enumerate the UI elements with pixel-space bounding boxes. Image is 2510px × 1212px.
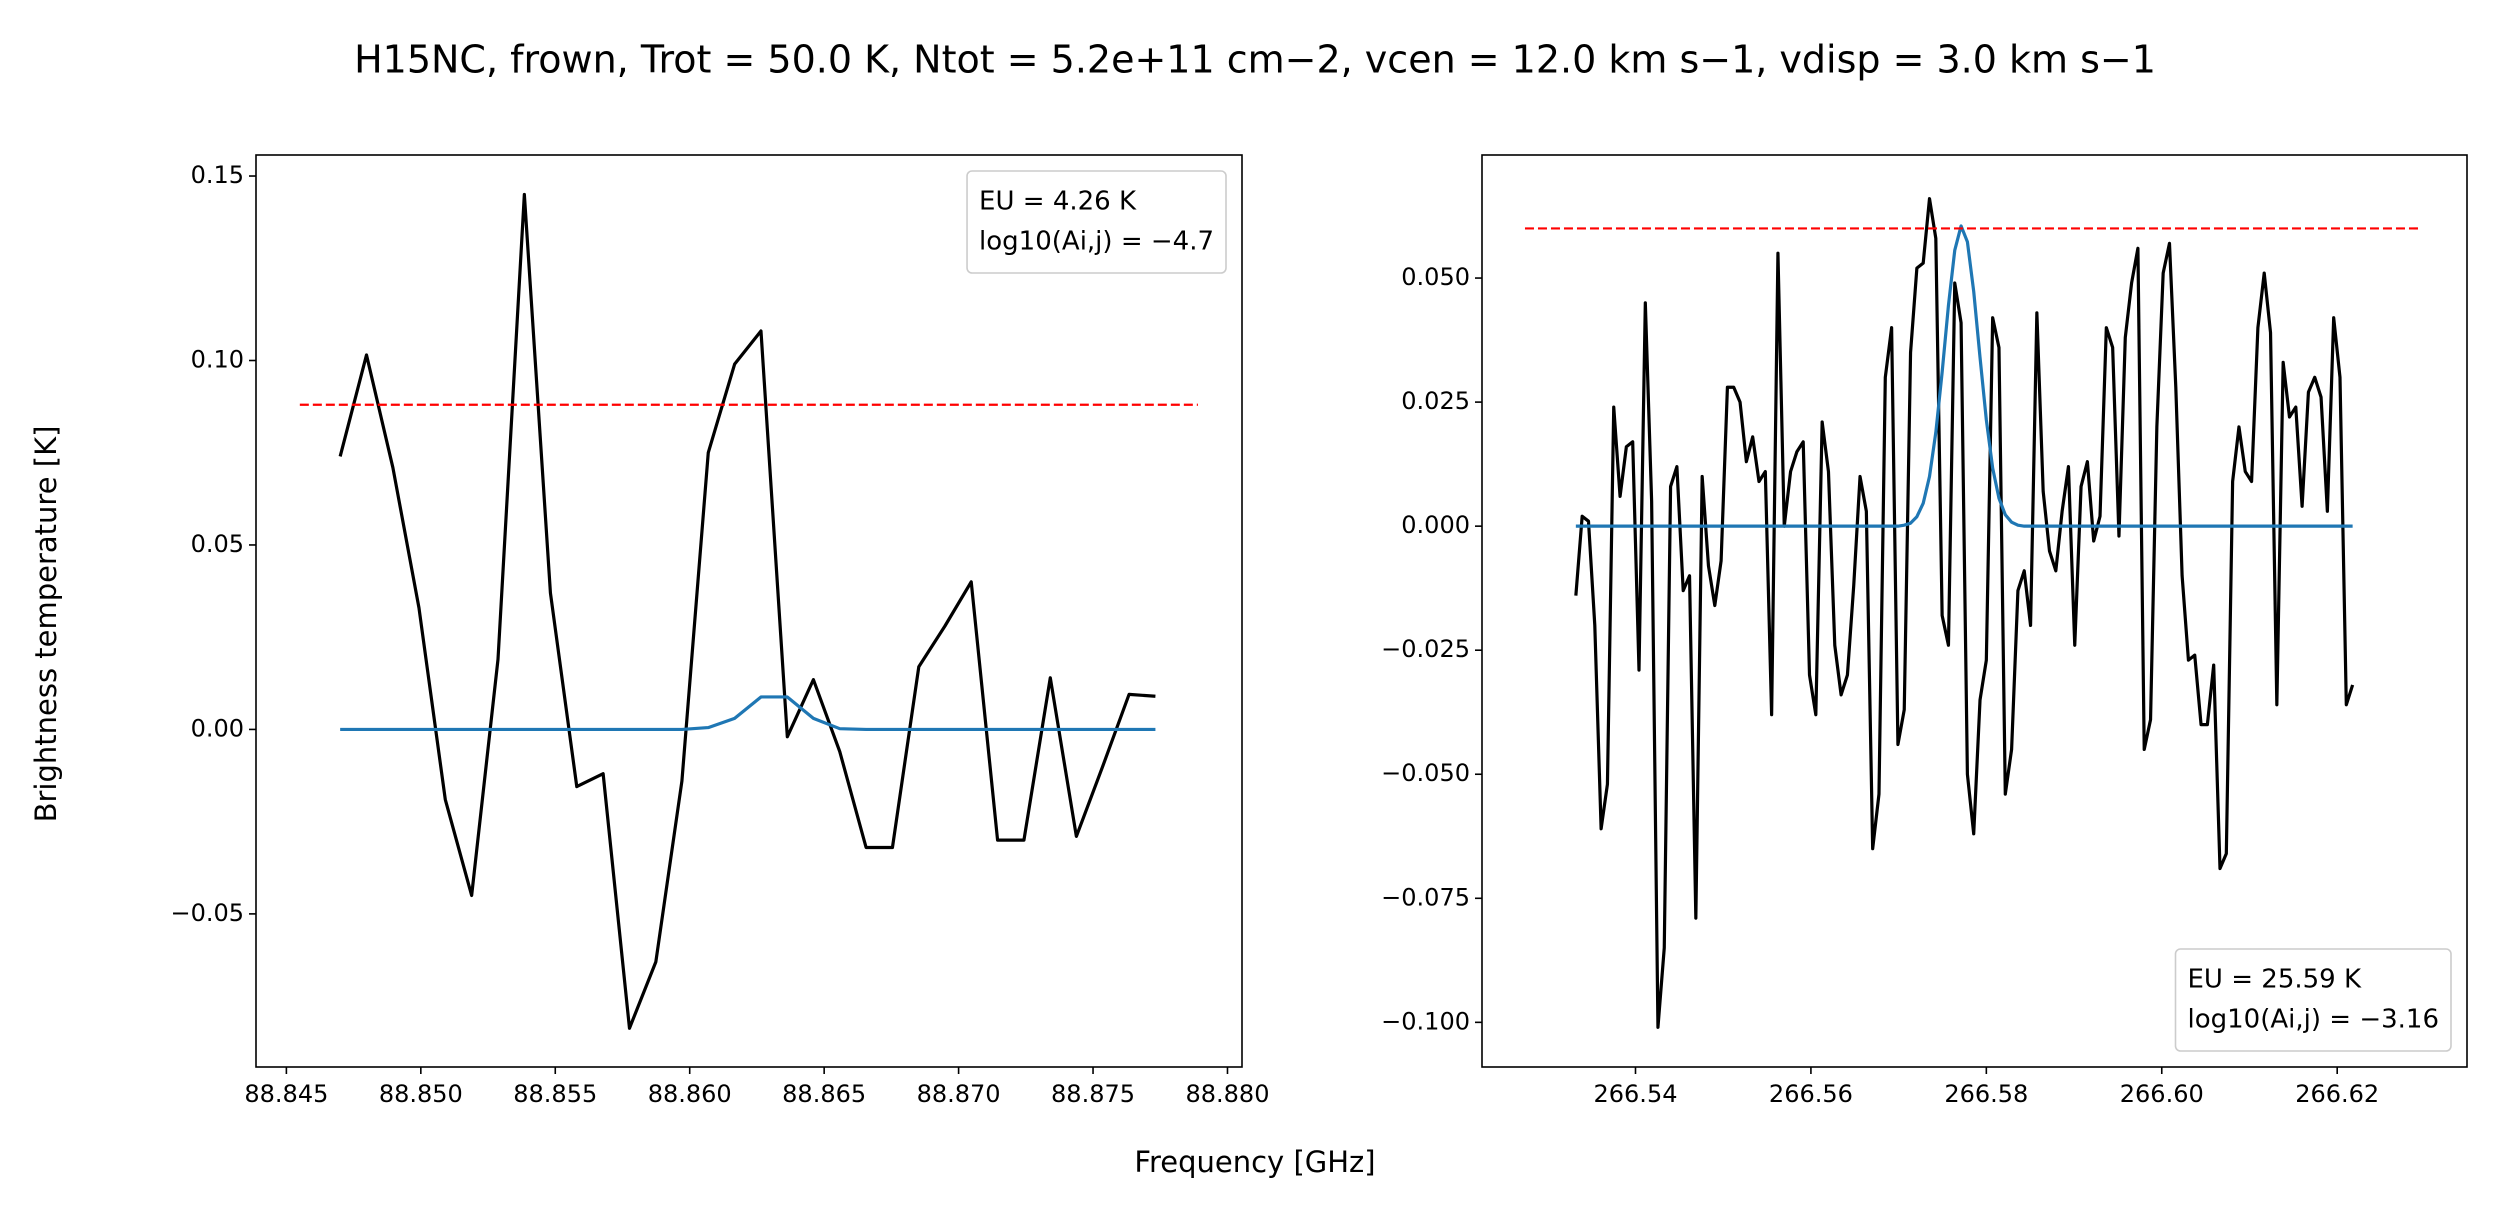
data-line	[338, 192, 1156, 1030]
y-tick-label: 0.15	[191, 161, 244, 189]
y-tick-label: 0.00	[191, 714, 244, 742]
annotation: EU = 25.59 K log10(Ai,j) = −3.16	[2174, 948, 2452, 1052]
axes-frame	[255, 154, 1243, 1068]
y-axis-label: Brightness temperature [K]	[29, 426, 63, 823]
x-tick-label: 266.60	[2120, 1080, 2204, 1108]
y-tick-label: 0.10	[191, 345, 244, 373]
y-tick-label: 0.025	[1401, 387, 1470, 415]
x-tick-label: 88.870	[917, 1080, 1001, 1108]
x-tick-label: 88.880	[1185, 1080, 1269, 1108]
x-tick-label: 88.875	[1051, 1080, 1135, 1108]
y-tick-label: −0.05	[170, 899, 244, 927]
x-axis-label: Frequency [GHz]	[1134, 1145, 1375, 1179]
x-tick-label: 88.855	[513, 1080, 597, 1108]
data-line	[340, 695, 1156, 732]
x-tick-label: 266.62	[2295, 1080, 2379, 1108]
axes-frame	[1481, 154, 2468, 1068]
y-tick-label: 0.000	[1401, 511, 1470, 539]
annotation-text: EU = 4.26 K	[979, 187, 1137, 217]
y-tick-label: 0.050	[1401, 263, 1470, 291]
y-tick-label: −0.050	[1381, 759, 1470, 787]
x-tick-label: 266.56	[1769, 1080, 1853, 1108]
x-tick-label: 266.58	[1944, 1080, 2028, 1108]
annotation: EU = 4.26 K log10(Ai,j) = −4.7	[966, 170, 1227, 274]
annotation-text: EU = 25.59 K	[2188, 965, 2362, 995]
x-tick-label: 88.860	[648, 1080, 732, 1108]
y-tick-label: −0.075	[1381, 883, 1470, 911]
annotation-box	[966, 170, 1227, 274]
x-tick-label: 88.850	[379, 1080, 463, 1108]
y-tick-label: −0.100	[1381, 1007, 1470, 1035]
annotation-text: log10(Ai,j) = −3.16	[2188, 1005, 2440, 1035]
annotation-text: log10(Ai,j) = −4.7	[979, 227, 1214, 257]
y-tick-label: −0.025	[1381, 635, 1470, 663]
figure-title: H15NC, frown, Trot = 50.0 K, Ntot = 5.2e…	[354, 38, 2156, 82]
x-tick-label: 88.865	[782, 1080, 866, 1108]
data-line	[1575, 224, 2353, 528]
annotation-box	[2174, 948, 2452, 1052]
x-tick-label: 266.54	[1594, 1080, 1678, 1108]
y-tick-label: 0.05	[191, 530, 244, 558]
data-line	[1574, 197, 2355, 1029]
x-tick-label: 88.845	[244, 1080, 328, 1108]
